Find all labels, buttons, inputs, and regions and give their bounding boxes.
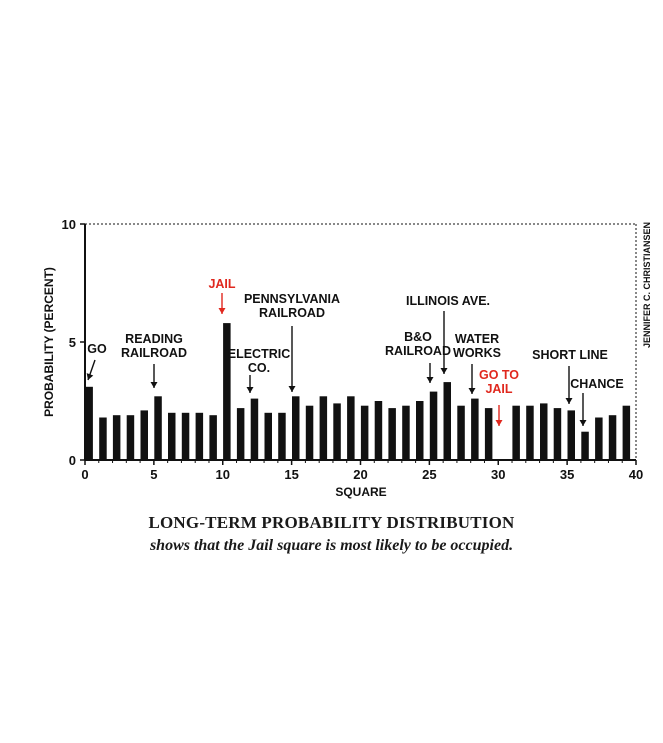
bar-square-18 [333, 403, 341, 460]
y-ticks-group: 0 5 10 [62, 217, 85, 468]
x-axis-title: SQUARE [335, 485, 386, 499]
bar-square-34 [554, 408, 562, 460]
annotation-arrow-head [151, 382, 158, 388]
artist-credit: JENNIFER C. CHRISTIANSEN [642, 222, 652, 348]
x-tick-label: 30 [491, 467, 505, 482]
x-tick-label: 10 [216, 467, 230, 482]
bar-square-39 [623, 406, 631, 460]
bar-square-24 [416, 401, 424, 460]
x-tick-label: 35 [560, 467, 574, 482]
annotation-arrow-head [427, 377, 434, 383]
annotation-square-35: SHORT LINE [532, 348, 608, 404]
annotation-label: PENNSYLVANIA [244, 292, 340, 306]
bar-square-35 [568, 410, 576, 460]
annotation-label: WATER [455, 332, 499, 346]
annotation-label: ELECTRIC [228, 347, 291, 361]
bar-square-26 [444, 382, 452, 460]
bar-square-10 [223, 323, 231, 460]
bar-square-4 [141, 410, 149, 460]
y-tick-label: 5 [69, 335, 76, 350]
bar-square-21 [375, 401, 383, 460]
y-tick-label: 0 [69, 453, 76, 468]
caption-title: LONG-TERM PROBABILITY DISTRIBUTION [0, 513, 663, 533]
bar-square-29 [485, 408, 493, 460]
bar-square-2 [113, 415, 121, 460]
bar-square-23 [402, 406, 410, 460]
annotation-label: READING [125, 332, 183, 346]
annotation-label: GO [87, 342, 107, 356]
bar-square-3 [127, 415, 135, 460]
bar-square-9 [209, 415, 217, 460]
bar-square-6 [168, 413, 176, 460]
annotation-arrow-head [219, 308, 226, 314]
annotation-label: RAILROAD [259, 306, 325, 320]
bar-square-19 [347, 396, 355, 460]
annotation-label: JAIL [208, 277, 235, 291]
x-ticks-group: 0 5 10 15 20 25 30 35 40 [81, 460, 643, 482]
annotation-label: ILLINOIS AVE. [406, 294, 490, 308]
bar-square-8 [196, 413, 204, 460]
bar-square-38 [609, 415, 617, 460]
annotation-arrow-head [247, 387, 254, 393]
bar-square-28 [471, 399, 479, 460]
x-tick-label: 25 [422, 467, 436, 482]
annotation-label: SHORT LINE [532, 348, 608, 362]
bar-square-36 [581, 432, 589, 460]
y-tick-label: 10 [62, 217, 76, 232]
bar-square-12 [251, 399, 259, 460]
y-axis-title: PROBABILITY (PERCENT) [42, 267, 56, 417]
caption-subtitle: shows that the Jail square is most likel… [0, 537, 663, 555]
x-tick-label: 0 [81, 467, 88, 482]
x-tick-label: 5 [150, 467, 157, 482]
annotation-label: RAILROAD [385, 344, 451, 358]
bar-square-1 [99, 418, 107, 461]
x-tick-label: 40 [629, 467, 643, 482]
bar-square-13 [265, 413, 273, 460]
annotation-square-10: JAIL [208, 277, 235, 314]
annotation-arrow-head [469, 388, 476, 394]
annotation-label: JAIL [485, 382, 512, 396]
bar-square-37 [595, 418, 603, 461]
bar-square-31 [512, 406, 520, 460]
bar-square-0 [85, 387, 93, 460]
annotation-label: GO TO [479, 368, 519, 382]
bar-square-14 [278, 413, 286, 460]
bar-square-33 [540, 403, 548, 460]
bar-square-11 [237, 408, 245, 460]
bar-square-7 [182, 413, 190, 460]
bar-square-5 [154, 396, 162, 460]
annotation-arrow-head [441, 368, 448, 374]
x-tick-label: 15 [284, 467, 298, 482]
x-tick-label: 20 [353, 467, 367, 482]
annotation-square-0: GO [87, 342, 107, 380]
annotation-arrow-head [566, 398, 573, 404]
annotation-label: CHANCE [570, 377, 623, 391]
bar-square-32 [526, 406, 534, 460]
annotation-arrow-head [289, 386, 296, 392]
bar-square-15 [292, 396, 300, 460]
annotation-arrow-head [580, 420, 587, 426]
annotation-label: CO. [248, 361, 270, 375]
annotation-label: B&O [404, 330, 432, 344]
annotation-label: RAILROAD [121, 346, 187, 360]
annotation-label: WORKS [453, 346, 501, 360]
bar-square-20 [361, 406, 369, 460]
bar-square-22 [388, 408, 396, 460]
annotation-arrow-head [496, 420, 503, 426]
bar-square-17 [320, 396, 328, 460]
bar-square-27 [457, 406, 465, 460]
bar-square-16 [306, 406, 314, 460]
bar-square-25 [430, 392, 438, 460]
